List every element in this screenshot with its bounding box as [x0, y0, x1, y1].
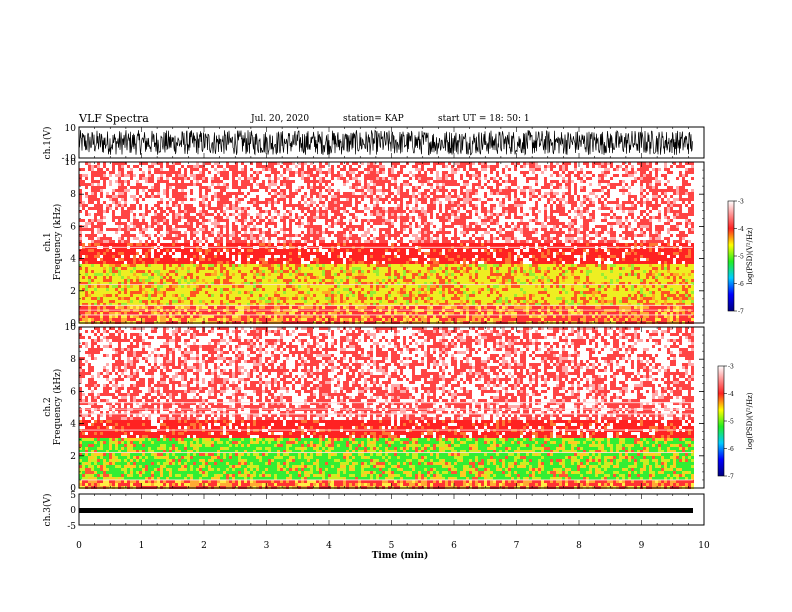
x-tick-10: 10: [698, 541, 710, 551]
cb2-ticks-3: -6: [728, 446, 734, 453]
spec2-ytick-0: 0: [70, 484, 76, 494]
cb1-ticks-4: -7: [738, 309, 744, 316]
x-tick-9: 9: [639, 541, 645, 551]
x-tick-4: 4: [326, 541, 332, 551]
spec2-ytick-5: 10: [65, 323, 77, 333]
spec2-ytick-2: 4: [70, 420, 76, 430]
ch1-ylabel-frequency: Frequency (kHz): [52, 204, 63, 281]
ch2-colorbar-label: log(PSD)(V²/Hz): [746, 392, 754, 449]
x-tick-5: 5: [389, 541, 395, 551]
ch1-ylabel: ch.1(V): [42, 127, 53, 160]
date-label: Jul. 20, 2020: [251, 114, 310, 124]
x-tick-6: 6: [451, 541, 457, 551]
ch2-freq-ticks: 0 2 4 6 8 10: [65, 323, 704, 494]
ch1-freq-ticks: 0 2 4 6 8 10: [65, 158, 704, 329]
spec2-ytick-4: 8: [70, 355, 76, 365]
x-tick-8: 8: [576, 541, 582, 551]
spec2-ytick-3: 6: [70, 387, 76, 397]
x-tick-3: 3: [264, 541, 270, 551]
spec1-ytick-2: 4: [70, 255, 76, 265]
ch3-ylabel: ch.3(V): [42, 494, 53, 527]
ch1-waveform-panel: 10 -10 ch.1(V): [42, 124, 705, 164]
cb1-ticks-0: -3: [738, 199, 744, 206]
cb1-ticks-3: -6: [738, 281, 744, 288]
ch3-trace-band: [79, 508, 693, 513]
cb2-ticks-4: -7: [728, 474, 734, 481]
spec1-ytick-4: 8: [70, 190, 76, 200]
ch2-ylabel-frequency: Frequency (kHz): [52, 369, 63, 446]
spec1-ytick-0: 0: [70, 319, 76, 329]
ch1-trace: [78, 129, 693, 156]
chart-title: VLF Spectra: [79, 112, 149, 125]
spec1-ytick-1: 2: [70, 287, 76, 297]
ch3-ytick-top: 5: [70, 491, 76, 501]
spec2-ytick-1: 2: [70, 452, 76, 462]
ch2-spectrogram-panel: 0 2 4 6 8 10 ch.2 Frequency (kHz): [43, 323, 705, 494]
cb2-ticks-0: -3: [728, 364, 734, 371]
ch2-colorbar: -3 -4 -5 -6 -7 log(PSD)(V²/Hz): [717, 364, 754, 481]
spec1-ytick-5: 10: [65, 158, 77, 168]
ch3-waveform-panel: 5 0 -5 ch.3(V): [42, 491, 705, 532]
spec1-ytick-3: 6: [70, 222, 76, 232]
x-axis-label: Time (min): [372, 550, 429, 561]
ch1-ytick-top: 10: [65, 124, 77, 134]
start-time-label: start UT = 18: 50: 1: [438, 114, 530, 124]
ch2-spectrogram: [79, 327, 694, 489]
ch1-ylabel-channel: ch.1: [43, 232, 53, 251]
ch1-ytick-bottom: -10: [62, 154, 77, 164]
x-tick-0: 0: [76, 541, 82, 551]
cb1-ticks-1: -4: [738, 226, 744, 233]
cb2-ticks-1: -4: [728, 391, 734, 398]
ch3-ytick-bottom: -5: [67, 522, 76, 532]
ch1-colorbar-label: log(PSD)(V²/Hz): [746, 227, 754, 284]
station-label: station= KAP: [343, 114, 404, 124]
cb1-ticks-2: -5: [738, 254, 744, 261]
ch1-colorbar: -3 -4 -5 -6 -7 log(PSD)(V²/Hz): [727, 199, 754, 316]
x-tick-7: 7: [514, 541, 520, 551]
cb2-ticks-2: -5: [728, 419, 734, 426]
x-tick-1: 1: [139, 541, 145, 551]
time-axis: 0 1 2 3 4 5 6 7 8 9 10: [76, 127, 710, 551]
ch2-ylabel-channel: ch.2: [43, 397, 53, 416]
ch1-spectrogram-panel: 0 2 4 6 8 10 ch.1 Frequency (kHz): [43, 158, 705, 329]
x-tick-2: 2: [201, 541, 207, 551]
ch3-ytick-mid: 0: [70, 506, 76, 516]
